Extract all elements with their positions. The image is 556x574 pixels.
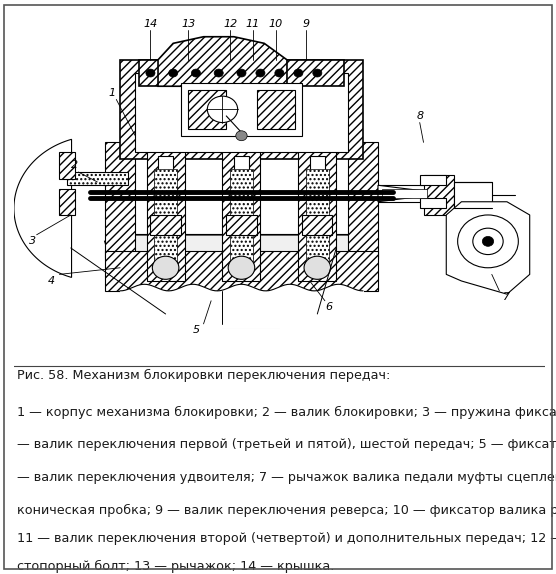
Bar — [424, 176, 454, 215]
Text: 10: 10 — [269, 18, 282, 29]
Bar — [348, 142, 378, 258]
Bar — [230, 169, 253, 267]
Text: 4: 4 — [48, 276, 56, 286]
Bar — [302, 215, 332, 235]
Text: коническая пробка; 9 — валик переключения реверса; 10 — фиксатор валика реверса;: коническая пробка; 9 — валик переключени… — [17, 503, 556, 517]
Text: 6: 6 — [325, 302, 332, 312]
Text: 5: 5 — [192, 325, 200, 335]
Bar — [222, 149, 260, 281]
Bar — [120, 60, 363, 159]
Text: 11: 11 — [246, 18, 260, 29]
Circle shape — [237, 69, 246, 77]
Text: — валик переключения первой (третьей и пятой), шестой передач; 5 — фиксаторы; 6: — валик переключения первой (третьей и п… — [17, 439, 556, 451]
Circle shape — [191, 69, 201, 77]
Circle shape — [304, 256, 331, 280]
Bar — [181, 83, 302, 135]
Bar — [158, 156, 173, 274]
Text: 11 — валик переключения второй (четвертой) и дополнительных передач; 12 —: 11 — валик переключения второй (четверто… — [17, 532, 556, 545]
Text: 9: 9 — [302, 18, 310, 29]
Bar — [67, 172, 128, 185]
Bar — [257, 90, 295, 129]
Circle shape — [473, 228, 503, 254]
Bar — [147, 149, 185, 281]
Bar — [226, 215, 257, 235]
Text: 14: 14 — [143, 18, 157, 29]
Circle shape — [458, 215, 518, 267]
Text: стопорный болт; 13 — рычажок; 14 — крышка.: стопорный болт; 13 — рычажок; 14 — крышк… — [17, 560, 334, 573]
Bar — [378, 185, 431, 201]
Text: 3: 3 — [29, 236, 37, 246]
Bar — [310, 156, 325, 274]
Polygon shape — [454, 182, 492, 208]
Polygon shape — [158, 37, 287, 86]
Text: 7: 7 — [503, 293, 510, 302]
Bar — [234, 156, 249, 274]
Bar — [151, 215, 181, 235]
Bar — [382, 188, 428, 199]
Text: 8: 8 — [416, 111, 423, 121]
Circle shape — [214, 69, 224, 77]
Bar — [188, 90, 226, 129]
Circle shape — [313, 69, 322, 77]
Text: 1 — корпус механизма блокировки; 2 — валик блокировки; 3 — пружина фиксатора; 4: 1 — корпус механизма блокировки; 2 — вал… — [17, 406, 556, 419]
Bar — [299, 149, 336, 281]
Circle shape — [146, 69, 155, 77]
Text: 1: 1 — [109, 88, 116, 98]
Circle shape — [256, 69, 265, 77]
Polygon shape — [446, 201, 530, 294]
Bar — [105, 142, 135, 258]
Circle shape — [152, 256, 179, 280]
Bar — [59, 188, 75, 215]
Text: — валик переключения удвоителя; 7 — рычажок валика педали муфты сцепления; 8 —: — валик переключения удвоителя; 7 — рыча… — [17, 471, 556, 484]
Polygon shape — [378, 185, 431, 201]
Bar — [105, 251, 378, 291]
Polygon shape — [420, 199, 446, 208]
Circle shape — [275, 69, 284, 77]
Circle shape — [228, 256, 255, 280]
Circle shape — [236, 131, 247, 141]
Text: 13: 13 — [181, 18, 196, 29]
Circle shape — [294, 69, 303, 77]
Polygon shape — [105, 235, 363, 327]
Bar — [306, 169, 329, 267]
Bar — [139, 60, 344, 86]
Text: Рис. 58. Механизм блокировки переключения передач:: Рис. 58. Механизм блокировки переключени… — [17, 369, 390, 382]
Bar — [59, 152, 75, 179]
Polygon shape — [14, 139, 72, 277]
Bar — [154, 169, 177, 267]
Bar — [135, 73, 348, 152]
Circle shape — [207, 96, 237, 122]
Text: 12: 12 — [223, 18, 237, 29]
Circle shape — [168, 69, 178, 77]
Polygon shape — [420, 176, 446, 185]
Circle shape — [482, 236, 494, 246]
Text: 2: 2 — [71, 161, 78, 170]
